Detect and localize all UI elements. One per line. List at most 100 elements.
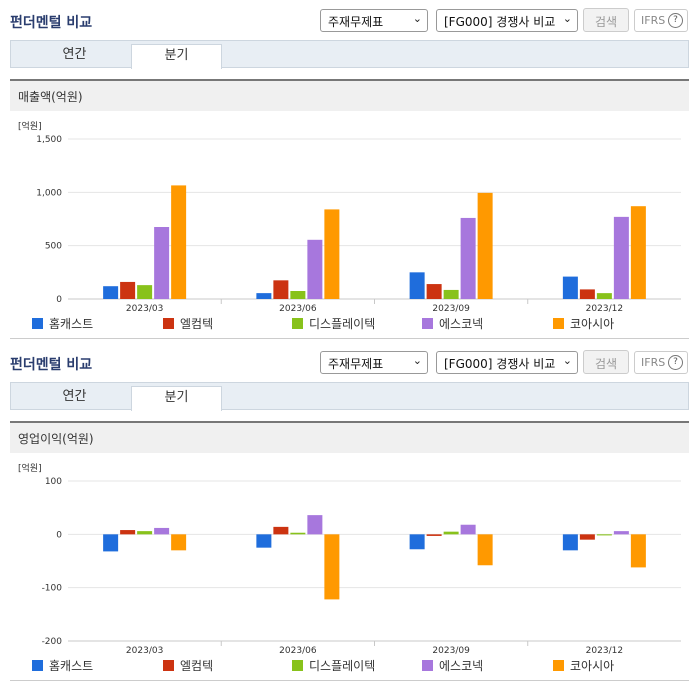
legend-item-displaytech[interactable]: 디스플레이텍 (292, 315, 375, 332)
period-tabs: 연간 분기 (10, 382, 689, 411)
search-button[interactable]: 검색 (583, 350, 629, 374)
legend-label: 디스플레이텍 (309, 317, 376, 331)
bar-5-2023/06 (324, 534, 340, 600)
legend-item-homecast[interactable]: 홈캐스트 (32, 657, 93, 674)
bar-1-2023/12 (562, 534, 578, 551)
bar-5-2023/12 (630, 534, 646, 568)
revenue-bar-chart: 0 500 1,000 1,500 2023/03 2023/06 2023/09 2023/… (36, 135, 681, 314)
compare-type-select[interactable]: [FG000] 경쟁사 비교 ⌄ (436, 9, 578, 32)
fundamental-section-operating-profit: 펀더멘털 비교 주재무제표 ⌄ [FG000] 경쟁사 비교 ⌄ 검색 IFRS… (0, 342, 696, 681)
legend-swatch (292, 660, 303, 671)
bar-1-2023/03 (103, 534, 119, 552)
bar-2-2023/06 (273, 526, 289, 535)
legend-label: 디스플레이텍 (309, 659, 376, 673)
legend-item-coasia[interactable]: 코아시아 (553, 315, 614, 332)
legend-item-esconec[interactable]: 에스코넥 (422, 315, 483, 332)
bar-5-2023/12 (630, 206, 646, 299)
legend-swatch (163, 318, 174, 329)
bar-1-2023/06 (256, 534, 272, 548)
x-tick-label: 2023/06 (279, 304, 317, 314)
legend-item-homecast[interactable]: 홈캐스트 (32, 315, 93, 332)
bar-5-2023/03 (171, 185, 187, 299)
compare-type-value: [FG000] 경쟁사 비교 (444, 357, 556, 371)
chart-legend: 홈캐스트 엘컴텍 디스플레이텍 에스코넥 코아시아 (28, 315, 688, 333)
bar-4-2023/03 (154, 527, 170, 535)
bar-2-2023/12 (579, 534, 595, 540)
bar-3-2023/12 (596, 293, 612, 299)
bar-1-2023/09 (409, 534, 425, 550)
legend-label: 코아시아 (570, 317, 615, 331)
legend-label: 홈캐스트 (49, 659, 94, 673)
bar-4-2023/12 (613, 216, 629, 299)
metric-title: 영업이익(억원) (10, 423, 689, 453)
bar-3-2023/03 (137, 531, 153, 535)
bar-2-2023/09 (426, 284, 442, 299)
y-tick-label: 1,500 (36, 135, 62, 145)
x-tick-label: 2023/03 (126, 646, 163, 656)
x-tick-label: 2023/03 (126, 304, 163, 314)
y-tick-label: 1,000 (36, 188, 62, 198)
tab-quarterly[interactable]: 분기 (131, 44, 222, 69)
bar-3-2023/03 (137, 285, 153, 299)
help-icon[interactable]: ? (668, 13, 683, 28)
statement-type-value: 주재무제표 (328, 15, 384, 29)
statement-type-value: 주재무제표 (328, 357, 384, 371)
unit-label: [억원] (18, 464, 42, 474)
legend-label: 홈캐스트 (49, 317, 94, 331)
bar-4-2023/06 (307, 239, 323, 299)
bar-1-2023/12 (562, 276, 578, 299)
bar-4-2023/06 (307, 515, 323, 535)
y-tick-label: 0 (56, 295, 62, 305)
section-header: 펀더멘털 비교 주재무제표 ⌄ [FG000] 경쟁사 비교 ⌄ 검색 IFRS… (0, 342, 696, 382)
period-tabs: 연간 분기 (10, 40, 689, 69)
search-button[interactable]: 검색 (583, 8, 629, 32)
compare-type-value: [FG000] 경쟁사 비교 (444, 15, 556, 29)
statement-type-select[interactable]: 주재무제표 ⌄ (320, 9, 428, 32)
compare-type-select[interactable]: [FG000] 경쟁사 비교 ⌄ (436, 351, 578, 374)
legend-label: 에스코넥 (439, 659, 484, 673)
legend-item-esconec[interactable]: 에스코넥 (422, 657, 483, 674)
bar-1-2023/09 (409, 272, 425, 299)
bar-5-2023/06 (324, 209, 340, 299)
metric-title: 매출액(억원) (10, 81, 689, 111)
legend-item-coasia[interactable]: 코아시아 (553, 657, 614, 674)
bar-3-2023/06 (290, 291, 306, 299)
y-tick-label: 500 (45, 242, 62, 252)
legend-item-displaytech[interactable]: 디스플레이텍 (292, 657, 375, 674)
section-title: 펀더멘털 비교 (10, 357, 93, 373)
bar-4-2023/12 (613, 531, 629, 535)
statement-type-select[interactable]: 주재무제표 ⌄ (320, 351, 428, 374)
legend-item-elcomtec[interactable]: 엘컴텍 (163, 657, 213, 674)
legend-swatch (32, 660, 43, 671)
bar-2-2023/12 (579, 289, 595, 299)
bar-4-2023/03 (154, 227, 170, 299)
bar-4-2023/09 (460, 217, 476, 299)
bar-5-2023/03 (171, 534, 187, 551)
bar-5-2023/09 (477, 192, 493, 299)
tab-annual[interactable]: 연간 (62, 389, 87, 404)
legend-item-elcomtec[interactable]: 엘컴텍 (163, 315, 213, 332)
ifrs-label: IFRS (641, 356, 666, 369)
tab-quarterly[interactable]: 분기 (131, 386, 222, 411)
chart-panel: 영업이익(억원) [억원] -200 -100 0 100 2023/03 2023/06… (10, 421, 689, 681)
bar-3-2023/06 (290, 532, 306, 535)
legend-swatch (422, 660, 433, 671)
tab-annual[interactable]: 연간 (62, 47, 87, 62)
help-icon[interactable]: ? (668, 355, 683, 370)
bar-2-2023/09 (426, 534, 442, 536)
ifrs-button[interactable]: IFRS ? (634, 351, 688, 374)
bar-2-2023/03 (120, 281, 136, 299)
legend-swatch (422, 318, 433, 329)
bar-2-2023/06 (273, 280, 289, 299)
legend-swatch (553, 318, 564, 329)
legend-swatch (163, 660, 174, 671)
y-tick-label: 100 (45, 477, 62, 487)
chart-legend: 홈캐스트 엘컴텍 디스플레이텍 에스코넥 코아시아 (28, 657, 688, 675)
bar-2-2023/03 (120, 530, 136, 535)
chart-panel: 매출액(억원) [억원] 0 500 1,000 1,500 2023/03 2023/0… (10, 79, 689, 339)
legend-label: 엘컴텍 (180, 317, 214, 331)
legend-swatch (32, 318, 43, 329)
ifrs-button[interactable]: IFRS ? (634, 9, 688, 32)
bar-1-2023/06 (256, 293, 272, 299)
unit-label: [억원] (18, 122, 42, 132)
